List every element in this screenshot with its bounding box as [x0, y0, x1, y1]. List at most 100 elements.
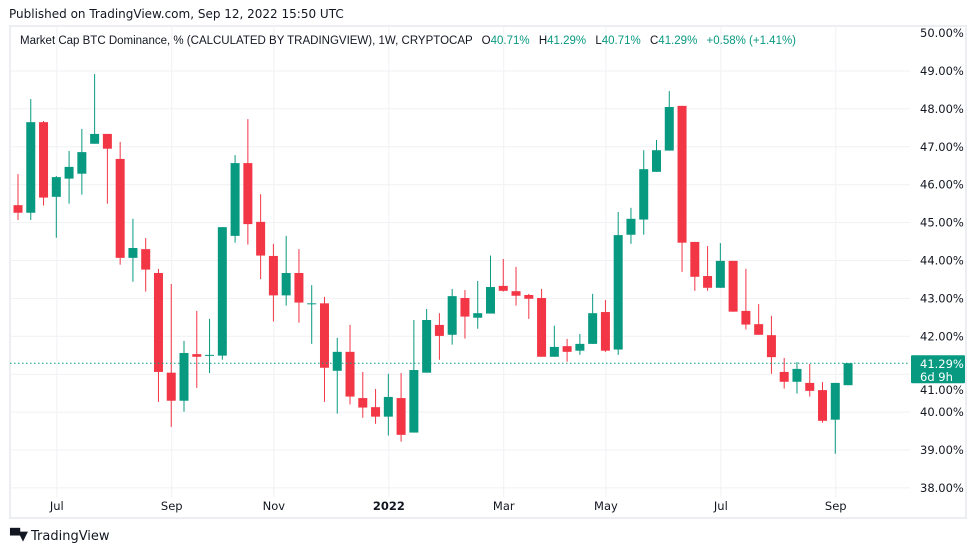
candle-body: [128, 247, 138, 258]
high-value: 41.29%: [547, 35, 587, 47]
candle-body: [549, 346, 559, 357]
change-value: +0.58% (+1.41%): [706, 35, 797, 47]
candle-down: [741, 268, 751, 330]
candle-body: [422, 320, 432, 373]
candle-body: [281, 273, 291, 296]
last-price-badge-background: [911, 355, 965, 384]
candle-body: [626, 218, 636, 235]
candle-body: [664, 107, 674, 151]
candle-body: [575, 343, 585, 351]
candle-body: [371, 407, 381, 417]
candle-down: [166, 283, 176, 427]
candle-down: [703, 246, 713, 291]
candle-body: [115, 158, 125, 258]
price-axis[interactable]: 50.00% 49.00% 48.00% 47.00% 46.00% 45.00% 44.0…: [920, 26, 964, 495]
candle-up: [715, 243, 725, 288]
x-tick-label: Jul: [713, 499, 728, 513]
candle-body: [434, 324, 444, 336]
candle-down: [268, 243, 278, 322]
candle-body: [64, 166, 74, 179]
candle-body: [728, 260, 738, 312]
low-value: 40.71%: [601, 35, 641, 47]
candle-body: [805, 382, 815, 391]
candle-body: [102, 133, 112, 149]
candle-body: [77, 152, 87, 174]
y-tick-label: 38.00%: [920, 481, 964, 495]
candle-body: [90, 133, 100, 144]
candle-body: [294, 273, 304, 303]
candle-down: [728, 260, 738, 312]
candle-down: [524, 293, 534, 319]
candle-up: [652, 139, 661, 172]
candle-up: [26, 99, 36, 220]
x-tick-label: Jul: [49, 499, 64, 513]
candle-down: [779, 357, 789, 389]
candle-up: [792, 362, 802, 394]
y-tick-label: 39.00%: [920, 443, 964, 457]
candle-up: [409, 320, 419, 433]
candles: [13, 74, 853, 454]
candle-body: [485, 287, 495, 314]
candle-up: [639, 150, 649, 235]
candle-body: [51, 177, 61, 197]
candle-down: [562, 338, 572, 362]
candle-down: [319, 296, 329, 402]
candle-body: [741, 310, 751, 325]
candle-up: [383, 373, 393, 436]
candle-up: [664, 91, 674, 151]
x-tick-label: Sep: [825, 499, 847, 513]
y-tick-label: 50.00%: [920, 26, 964, 40]
symbol-title: Market Cap BTC Dominance, % (CALCULATED …: [20, 35, 473, 47]
candle-up: [549, 325, 559, 357]
candle-body: [498, 285, 508, 291]
x-tick-label: Mar: [493, 499, 515, 513]
candle-up: [77, 128, 87, 195]
x-tick-label: May: [594, 499, 618, 513]
candle-down: [754, 304, 764, 335]
y-tick-label: 45.00%: [920, 216, 964, 230]
candle-body: [677, 105, 687, 243]
candle-down: [371, 388, 381, 424]
candle-up: [332, 337, 342, 414]
candle-body: [754, 324, 764, 335]
tradingview-brand[interactable]: ▀▼ TradingView: [10, 529, 110, 544]
candle-body: [779, 371, 789, 382]
candle-body: [511, 291, 521, 296]
candle-down: [677, 105, 687, 272]
candle-body: [243, 163, 253, 225]
candle-body: [205, 354, 215, 356]
candle-body: [141, 249, 151, 270]
candle-up: [64, 150, 74, 204]
candle-up: [485, 255, 495, 314]
candle-down: [243, 119, 253, 245]
candle-body: [562, 346, 572, 352]
y-tick-label: 49.00%: [920, 64, 964, 78]
candle-body: [179, 352, 189, 401]
candle-up: [422, 309, 432, 373]
y-tick-label: 41.00%: [920, 383, 964, 397]
candle-down: [256, 194, 266, 280]
x-tick-label: Nov: [263, 499, 286, 513]
candle-up: [281, 235, 291, 306]
close-value: 41.29%: [658, 35, 698, 47]
candle-body: [766, 335, 776, 358]
last-price-label: 41.29%: [920, 357, 964, 371]
candle-body: [460, 298, 470, 317]
candle-up: [575, 334, 585, 355]
time-axis[interactable]: Jul Sep Nov 2022 Mar May Jul Sep: [49, 499, 847, 513]
candle-body: [217, 227, 227, 356]
candle-down: [434, 313, 444, 360]
candle-up: [588, 293, 598, 344]
open-label: O: [481, 35, 491, 47]
candle-body: [153, 273, 163, 372]
high-label: H: [538, 35, 548, 47]
y-tick-label: 47.00%: [920, 140, 964, 154]
candle-body: [230, 163, 240, 236]
candle-body: [639, 169, 649, 220]
candle-body: [268, 255, 278, 296]
candle-down: [141, 238, 151, 292]
candle-body: [358, 398, 368, 408]
candle-body: [537, 298, 547, 357]
bar-countdown: 6d 9h: [920, 370, 953, 384]
